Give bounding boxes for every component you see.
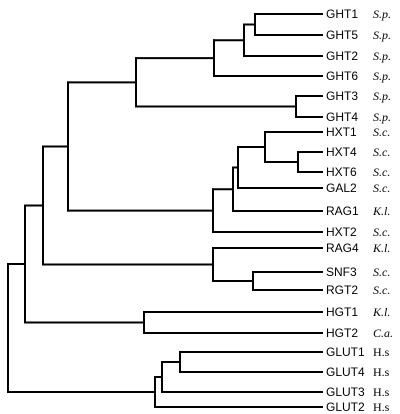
species-label: H.s — [373, 400, 390, 414]
species-label: S.p. — [373, 69, 391, 83]
species-label: S.c. — [373, 125, 390, 139]
gene-label: GLUT4 — [326, 365, 365, 379]
species-label: S.p. — [373, 89, 391, 103]
species-label: S.c. — [373, 165, 390, 179]
leaf-labels: GHT1 S.p. GHT5 S.p. GHT2 S.p. GHT6 S.p. GHT3 S.p.… — [326, 7, 393, 414]
species-label: S.p. — [373, 7, 391, 21]
gene-label: GHT1 — [326, 7, 358, 21]
gene-label: HXT1 — [326, 125, 357, 139]
gene-label: GLUT1 — [326, 345, 365, 359]
species-label: K.l. — [372, 204, 390, 218]
species-label: H.s — [373, 365, 390, 379]
gene-label: HXT6 — [326, 165, 357, 179]
gene-label: RAG4 — [326, 241, 359, 255]
species-label: H.s — [373, 345, 390, 359]
gene-label: GLUT2 — [326, 400, 365, 414]
species-label: S.c. — [373, 265, 390, 279]
species-label: C.a. — [373, 326, 393, 340]
gene-label: RAG1 — [326, 204, 359, 218]
gene-label: GHT4 — [326, 110, 358, 124]
tree-branches — [7, 13, 323, 408]
gene-label: HGT1 — [326, 305, 358, 319]
species-label: K.l. — [372, 305, 390, 319]
species-label: H.s — [373, 385, 390, 399]
species-label: K.l. — [372, 241, 390, 255]
gene-label: HXT4 — [326, 145, 357, 159]
gene-label: HXT2 — [326, 225, 357, 239]
species-label: S.c. — [373, 225, 390, 239]
gene-label: GLUT3 — [326, 385, 365, 399]
gene-label: GHT3 — [326, 89, 358, 103]
species-label: S.p. — [373, 28, 391, 42]
species-label: S.c. — [373, 283, 390, 297]
species-label: S.p. — [373, 49, 391, 63]
gene-label: RGT2 — [326, 283, 358, 297]
gene-label: GHT2 — [326, 49, 358, 63]
species-label: S.c. — [373, 181, 390, 195]
gene-label: SNF3 — [326, 265, 357, 279]
gene-label: GHT5 — [326, 28, 358, 42]
gene-label: GAL2 — [326, 181, 357, 195]
species-label: S.p. — [373, 110, 391, 124]
gene-label: HGT2 — [326, 326, 358, 340]
gene-label: GHT6 — [326, 69, 358, 83]
species-label: S.c. — [373, 145, 390, 159]
